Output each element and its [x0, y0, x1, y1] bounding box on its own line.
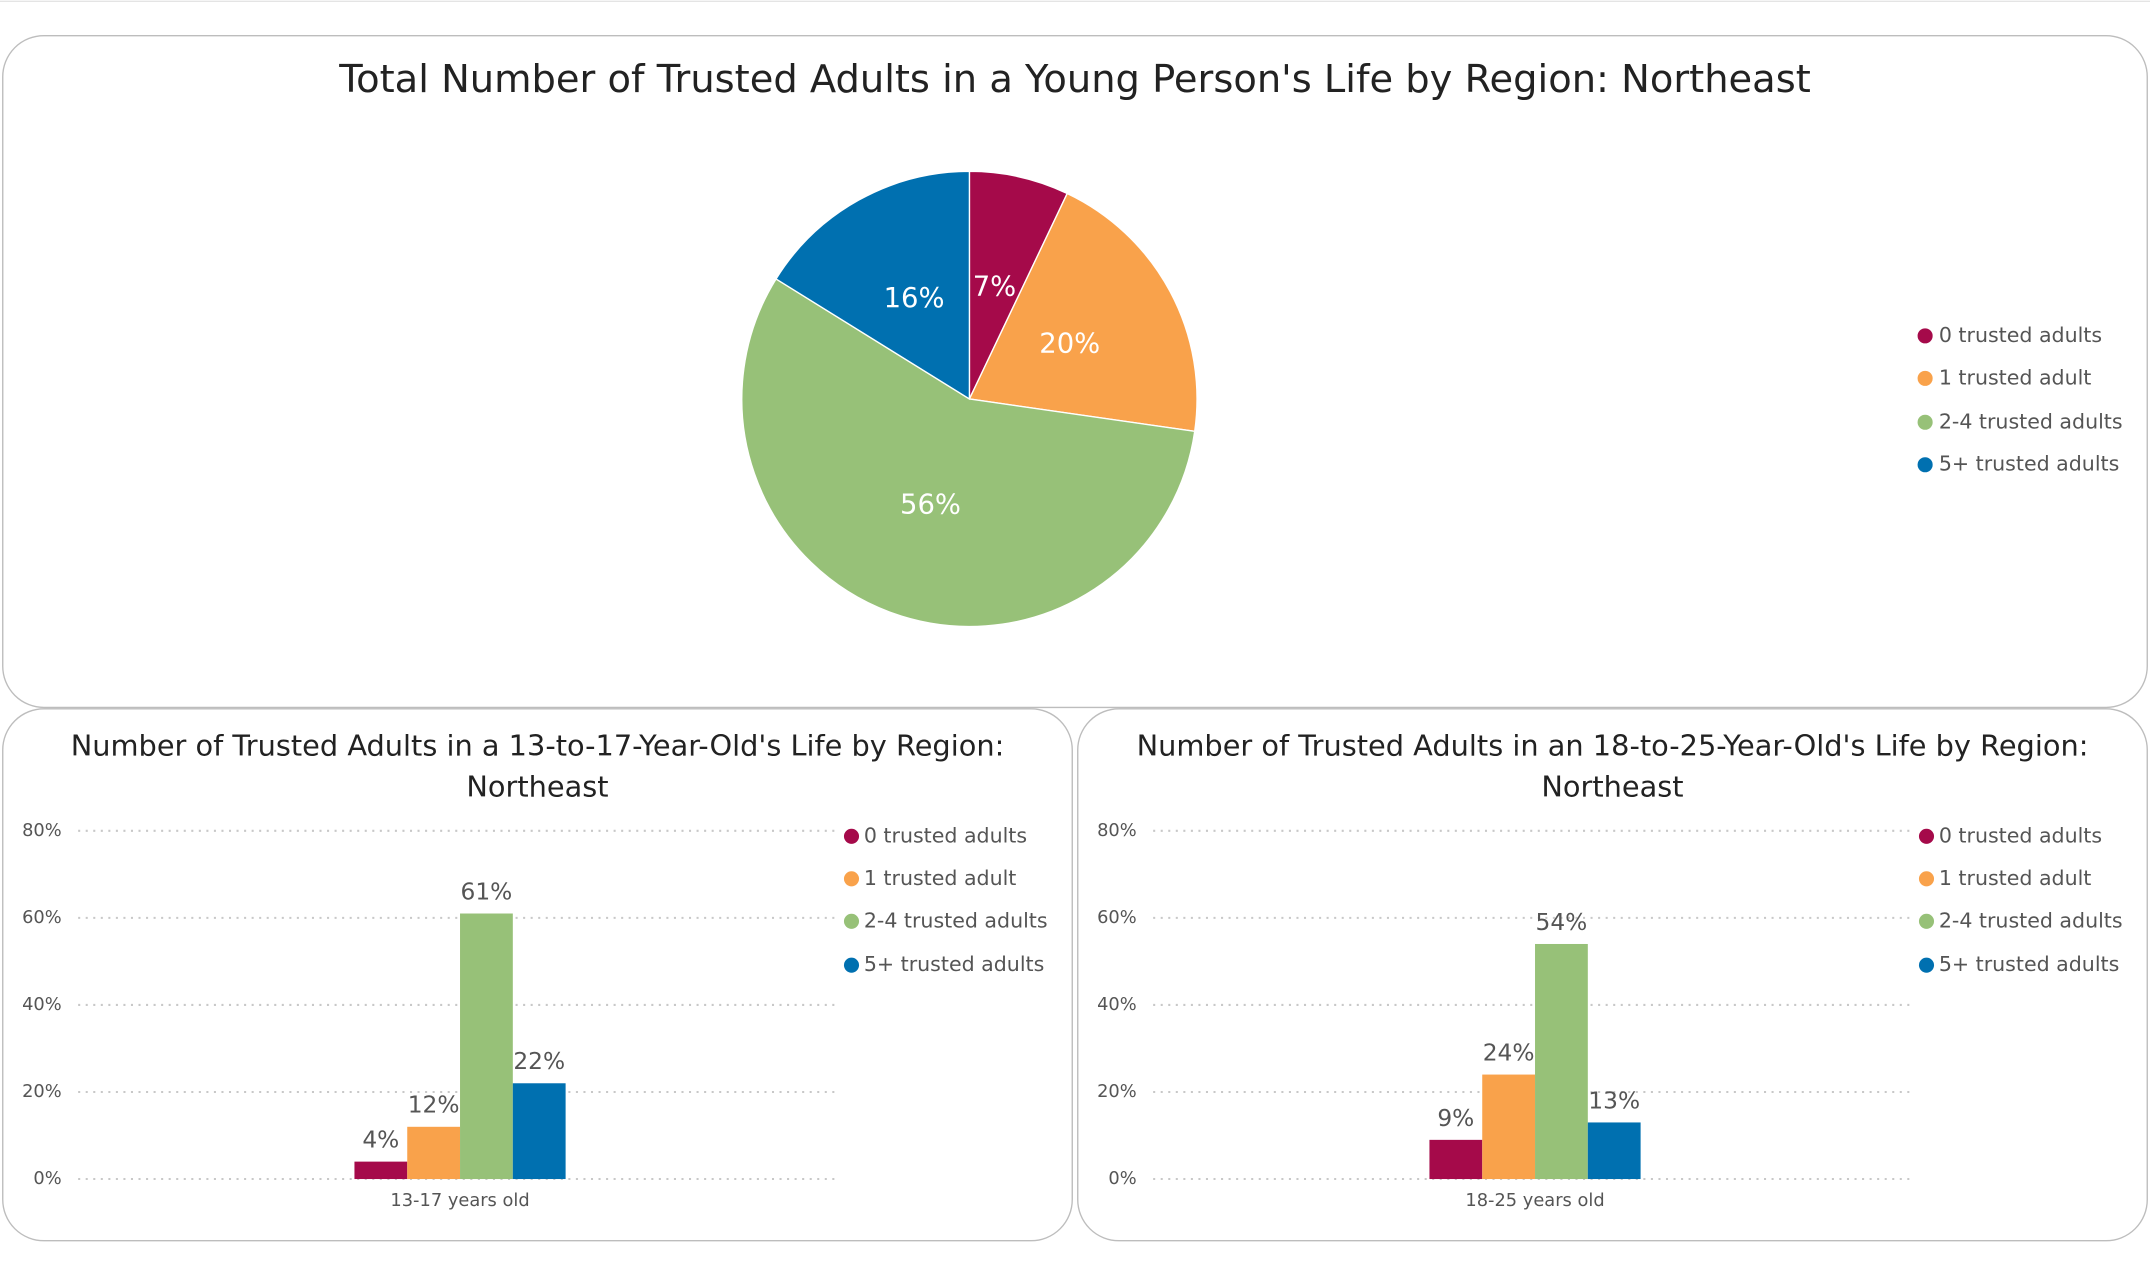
- data-label: 12%: [408, 1092, 460, 1119]
- panel: [1077, 708, 2148, 1242]
- legend-label: 2-4 trusted adults: [864, 908, 1048, 932]
- bar: [1429, 1139, 1483, 1180]
- data-label: 54%: [1536, 909, 1588, 936]
- legend-label: 1 trusted adult: [864, 866, 1017, 890]
- legend-swatch: [1918, 913, 1935, 929]
- legend-swatch: [1918, 828, 1935, 844]
- legend-label: 2-4 trusted adults: [1939, 908, 2123, 932]
- legend-swatch: [1918, 957, 1935, 973]
- data-label: 9%: [1437, 1105, 1474, 1132]
- legend-label: 0 trusted adults: [1939, 823, 2102, 847]
- y-tick-label: 80%: [1097, 820, 1137, 841]
- bar: [1482, 1074, 1536, 1180]
- y-tick-label: 60%: [1097, 907, 1137, 928]
- pie-slice: [741, 278, 1196, 628]
- legend-swatch: [1917, 457, 1933, 473]
- legend-swatch: [1917, 414, 1933, 430]
- chart-title: Number of Trusted Adults in a 13-to-17-Y…: [70, 729, 1005, 804]
- data-label: 16%: [884, 283, 945, 314]
- panel: [2, 708, 1073, 1242]
- legend-label: 5+ trusted adults: [1939, 452, 2119, 476]
- y-tick-label: 20%: [1097, 1081, 1137, 1102]
- y-tick-label: 60%: [22, 907, 62, 928]
- data-label: 56%: [900, 489, 961, 520]
- data-label: 22%: [513, 1048, 565, 1075]
- x-tick-label: 18-25 years old: [1465, 1190, 1604, 1211]
- y-tick-label: 0%: [1108, 1168, 1136, 1189]
- legend-label: 0 trusted adults: [864, 823, 1027, 847]
- y-tick-label: 20%: [22, 1081, 62, 1102]
- data-label: 4%: [362, 1127, 399, 1154]
- bar: [512, 1083, 566, 1180]
- y-tick-label: 0%: [33, 1168, 61, 1189]
- data-label: 7%: [973, 271, 1016, 302]
- y-tick-label: 40%: [22, 994, 62, 1015]
- legend-label: 5+ trusted adults: [1939, 952, 2119, 976]
- bar: [354, 1161, 408, 1180]
- pie-slice: [968, 170, 1069, 400]
- pie-slice: [968, 192, 1198, 433]
- legend-swatch: [1917, 328, 1933, 344]
- legend-swatch: [843, 871, 860, 887]
- legend-label: 1 trusted adult: [1939, 866, 2092, 890]
- data-label: 20%: [1039, 329, 1100, 360]
- bar: [407, 1126, 461, 1180]
- data-label: 24%: [1483, 1040, 1535, 1067]
- y-tick-label: 40%: [1097, 994, 1137, 1015]
- data-label: 61%: [461, 878, 513, 905]
- chart-title: Number of Trusted Adults in an 18-to-25-…: [1136, 729, 2089, 804]
- chart-title: Total Number of Trusted Adults in a Youn…: [339, 56, 1811, 102]
- data-label: 13%: [1588, 1087, 1640, 1114]
- legend-label: 2-4 trusted adults: [1939, 409, 2123, 433]
- legend-swatch: [1918, 871, 1935, 887]
- legend-swatch: [843, 913, 860, 929]
- legend-swatch: [843, 828, 860, 844]
- bar: [460, 913, 513, 1180]
- legend-swatch: [843, 957, 860, 973]
- pie-slice: [775, 170, 971, 401]
- legend-label: 0 trusted adults: [1939, 323, 2102, 347]
- legend-label: 1 trusted adult: [1939, 365, 2092, 389]
- legend-label: 5+ trusted adults: [864, 952, 1044, 976]
- x-tick-label: 13-17 years old: [390, 1190, 529, 1211]
- y-tick-label: 80%: [22, 820, 62, 841]
- bar: [1535, 943, 1588, 1180]
- bar: [1587, 1122, 1641, 1180]
- legend-swatch: [1917, 370, 1933, 386]
